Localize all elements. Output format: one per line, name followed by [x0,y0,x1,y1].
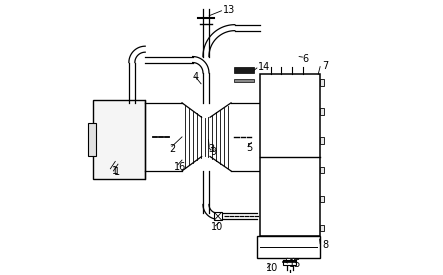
Bar [319,108,324,115]
Bar [283,260,296,265]
Text: 4: 4 [193,72,199,82]
Bar [286,258,294,262]
Bar [319,167,324,173]
Bar [319,196,324,202]
Text: 7: 7 [323,61,329,71]
Text: 15: 15 [289,258,301,269]
Text: 5: 5 [246,143,253,153]
Bar [319,225,324,232]
Bar [214,212,222,220]
Bar [319,79,324,86]
Bar [257,236,319,258]
Text: 13: 13 [222,5,235,15]
Bar [234,79,254,82]
Bar [260,74,319,236]
Text: 10: 10 [211,222,224,232]
Text: 1: 1 [112,166,118,176]
Bar [93,100,145,179]
Bar [234,67,254,73]
Text: 16: 16 [175,162,187,172]
Bar [88,123,96,156]
Text: 6: 6 [303,54,308,64]
Text: 3: 3 [208,144,214,154]
Text: 10: 10 [266,263,278,273]
Bar [319,138,324,144]
Text: 14: 14 [258,62,271,72]
Text: 9: 9 [210,147,217,157]
Text: 1: 1 [114,167,120,177]
Text: 8: 8 [323,240,328,249]
Text: 2: 2 [169,144,175,154]
